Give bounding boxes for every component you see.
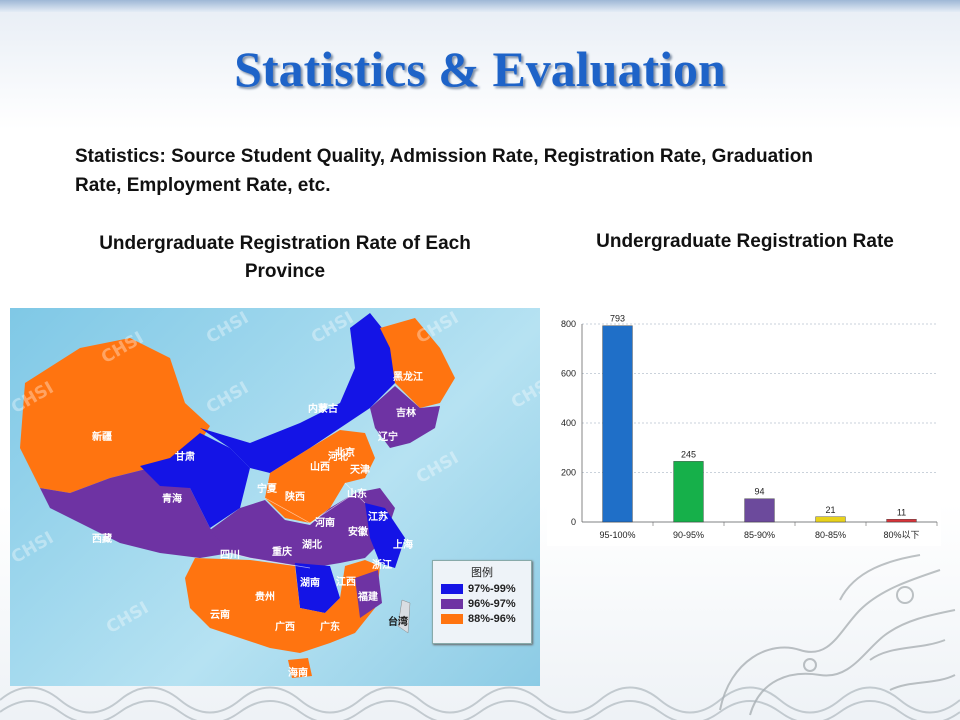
legend-label: 96%-97%: [468, 598, 516, 610]
top-band: [0, 0, 960, 12]
province-label: 台湾: [388, 617, 408, 628]
province-label: 陕西: [285, 492, 305, 503]
legend-label: 97%-99%: [468, 583, 516, 595]
province-label: 四川: [220, 550, 240, 561]
province-label: 山东: [347, 489, 367, 500]
province-label: 内蒙古: [308, 404, 338, 415]
data-label: 94: [754, 487, 764, 497]
x-tick-label: 90-95%: [673, 530, 704, 540]
region-neimenggu: [200, 313, 395, 473]
region-central-purple: [210, 488, 395, 568]
province-label: 吉林: [396, 408, 416, 419]
province-label: 河北: [328, 452, 348, 463]
province-label: 西藏: [92, 534, 112, 545]
province-label: 天津: [350, 465, 370, 476]
bar-chart-heading: Undergraduate Registration Rate: [596, 231, 894, 252]
y-tick-label: 800: [561, 319, 576, 329]
province-label: 贵州: [255, 592, 275, 603]
slide-title: Statistics & Evaluation: [234, 41, 726, 97]
region-taiwan: [397, 599, 411, 634]
x-tick-label: 80%以下: [883, 530, 919, 540]
y-tick-label: 0: [571, 517, 576, 527]
bar-chart-svg: 0 200 400 600 800 793 95-100% 245 90-95% 94 85-90%…: [561, 314, 938, 540]
province-label: 云南: [210, 610, 230, 621]
intro-text: Statistics: Source Student Quality, Admi…: [75, 146, 813, 196]
province-label: 河南: [315, 518, 335, 529]
province-label: 黑龙江: [393, 372, 423, 383]
data-label: 21: [825, 505, 835, 515]
region-hainan: [288, 658, 312, 678]
bar-chart: 0 200 400 600 800 793 95-100% 245 90-95% 94 85-90%…: [547, 306, 941, 546]
legend-item: 96%-97%: [441, 598, 531, 610]
legend-title: 图例: [471, 567, 493, 579]
bar: [744, 498, 775, 523]
province-label: 江西: [336, 577, 356, 588]
map-legend: 图例 97%-99% 96%-97% 88%-96%: [432, 560, 532, 644]
dragon-decoration: [719, 554, 956, 716]
bar: [886, 519, 917, 523]
data-label: 245: [681, 449, 696, 459]
province-label: 北京: [335, 448, 355, 459]
region-central-north: [265, 430, 375, 523]
region-hunan: [295, 563, 340, 613]
y-tick-label: 400: [561, 418, 576, 428]
y-tick-label: 200: [561, 468, 576, 478]
province-label: 重庆: [272, 547, 292, 558]
province-label: 广西: [275, 622, 295, 633]
province-label: 山西: [310, 462, 330, 473]
legend-swatch: [441, 614, 463, 624]
province-label: 湖南: [300, 578, 320, 589]
province-label: 上海: [393, 540, 413, 551]
region-qinghai-gansu: [140, 433, 250, 528]
region-fujian: [355, 570, 382, 618]
y-tick-label: 600: [561, 369, 576, 379]
x-tick-label: 85-90%: [744, 530, 775, 540]
province-label: 江苏: [368, 512, 388, 523]
map-heading: Undergraduate Registration Rate of Each …: [99, 233, 471, 282]
province-label: 青海: [162, 494, 182, 505]
province-label: 海南: [288, 668, 308, 679]
province-label: 安徽: [348, 527, 368, 538]
region-xizang: [40, 468, 230, 558]
province-label: 甘肃: [175, 452, 195, 463]
province-label: 宁夏: [257, 484, 277, 495]
province-label: 浙江: [372, 560, 392, 571]
province-label: 福建: [358, 592, 378, 603]
legend-item: 97%-99%: [441, 583, 531, 595]
bar: [673, 461, 704, 523]
data-label: 793: [610, 314, 625, 324]
province-label: 新疆: [92, 432, 112, 443]
legend-swatch: [441, 584, 463, 594]
province-map: CHSI CHSI CHSI CHSI CHSI CHSI CHSI CHSI …: [10, 308, 540, 686]
province-label: 辽宁: [378, 432, 398, 443]
region-heilongjiang: [380, 318, 455, 408]
data-label: 11: [897, 507, 906, 517]
waves-decoration: [0, 686, 960, 720]
legend-swatch: [441, 599, 463, 609]
x-tick-label: 80-85%: [815, 530, 846, 540]
region-jilin-liaoning: [370, 386, 440, 448]
province-label: 湖北: [302, 540, 322, 551]
region-south: [185, 558, 380, 653]
region-jiangsu-shanghai: [365, 503, 405, 568]
province-label: 广东: [320, 622, 340, 633]
region-xinjiang: [20, 338, 210, 493]
map-shapes: [20, 313, 455, 678]
legend-item: 88%-96%: [441, 613, 531, 625]
x-tick-label: 95-100%: [599, 530, 635, 540]
bar: [815, 516, 846, 523]
legend-label: 88%-96%: [468, 613, 516, 625]
bar: [602, 325, 633, 523]
